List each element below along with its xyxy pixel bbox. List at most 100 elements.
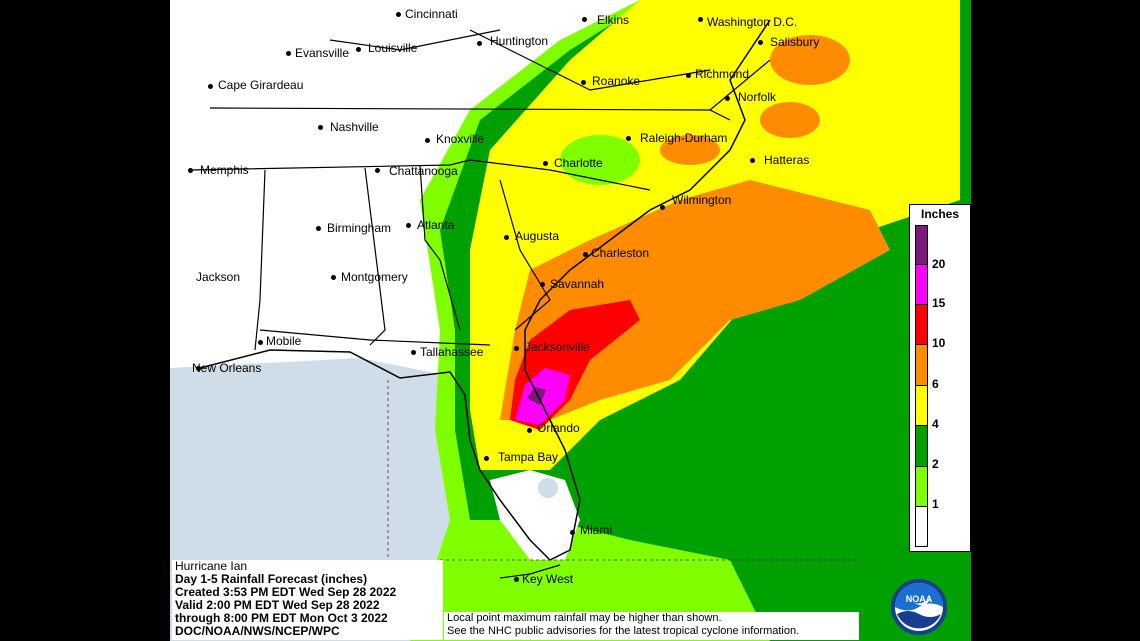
rain-zone-20in: [527, 387, 546, 405]
city-dot: [540, 282, 545, 287]
city-dot: [258, 340, 263, 345]
rainfall-legend: Inches 20 15 10 6 4 2 1: [909, 204, 971, 552]
city-label-orlando: Orlando: [537, 421, 580, 435]
marine-boundary: [387, 380, 860, 561]
city-label-elkins: Elkins: [597, 13, 630, 27]
city-label-memphis: Memphis: [200, 163, 249, 177]
legend-value-4: 4: [932, 417, 939, 431]
map-canvas: [170, 0, 971, 641]
city-label-tallahassee: Tallahassee: [420, 345, 484, 359]
city-dot: [750, 158, 755, 163]
city-dot: [318, 125, 323, 130]
city-dot: [582, 17, 587, 22]
rain-zone-6in: [500, 180, 890, 420]
city-label-salisbury: Salisbury: [770, 35, 820, 49]
city-dot: [356, 47, 361, 52]
legend-swatch-15: [915, 264, 928, 305]
city-label-washington: Washington D.C.: [707, 15, 798, 29]
city-dot: [411, 350, 416, 355]
rainfall-map: Cincinnati Elkins Washington D.C. Salisb…: [170, 0, 971, 641]
city-label-jackson: Jackson: [196, 270, 241, 284]
legend-value-2: 2: [932, 457, 939, 471]
city-label-atlanta: Atlanta: [417, 218, 455, 232]
city-dot: [543, 161, 548, 166]
city-dot: [331, 275, 336, 280]
city-dot: [396, 12, 401, 17]
city-dot: [484, 456, 489, 461]
legend-swatch-0: [915, 506, 928, 547]
city-label-hatteras: Hatteras: [764, 153, 810, 167]
disclaimer-line-2: See the NHC public advisories for the la…: [447, 625, 800, 637]
city-dot: [504, 235, 509, 240]
city-dot: [581, 80, 586, 85]
valid-to: through 8:00 PM EDT Mon Oct 3 2022: [175, 611, 388, 625]
city-dot: [514, 346, 519, 351]
city-label-charlotte: Charlotte: [554, 156, 603, 170]
storm-name: Hurricane Ian: [175, 559, 248, 573]
city-label-mobile: Mobile: [266, 334, 302, 348]
svg-text:NOAA: NOAA: [906, 594, 933, 604]
created-time: Created 3:53 PM EDT Wed Sep 28 2022: [175, 585, 397, 599]
legend-value-6: 6: [932, 377, 939, 391]
legend-swatch-20: [915, 225, 928, 265]
city-label-miami: Miami: [580, 523, 612, 537]
legend-value-20: 20: [932, 257, 946, 271]
legend-value-1: 1: [932, 497, 939, 511]
product-name: Day 1-5 Rainfall Forecast (inches): [175, 572, 368, 586]
city-label-raleigh-durham: Raleigh-Durham: [640, 131, 728, 145]
city-dot: [375, 168, 380, 173]
legend-value-15: 15: [932, 296, 946, 310]
city-dot: [527, 428, 532, 433]
city-label-charleston: Charleston: [591, 246, 650, 260]
no-rain-area-south-florida: [490, 470, 580, 560]
credit-line: DOC/NOAA/NWS/NCEP/WPC: [175, 624, 340, 638]
city-dot: [626, 136, 631, 141]
city-dot: [316, 226, 321, 231]
city-label-birmingham: Birmingham: [327, 221, 392, 235]
city-dot: [188, 168, 193, 173]
legend-swatch-6: [915, 344, 928, 386]
city-label-wilmington: Wilmington: [672, 193, 732, 207]
keys-chain: [499, 564, 561, 579]
city-label-cape-girardeau: Cape Girardeau: [218, 78, 304, 92]
city-dot: [758, 40, 763, 45]
city-dot: [725, 96, 730, 101]
city-dot: [583, 252, 588, 257]
city-label-new-orleans: New Orleans: [192, 361, 262, 375]
city-dot: [286, 51, 291, 56]
legend-title: Inches: [920, 207, 959, 221]
city-label-cincinnati: Cincinnati: [405, 7, 458, 21]
city-dot: [425, 138, 430, 143]
city-label-knoxville: Knoxville: [436, 132, 485, 146]
city-dot: [686, 73, 691, 78]
city-label-savannah: Savannah: [550, 277, 605, 291]
state-boundaries: [189, 29, 771, 351]
city-label-louisville: Louisville: [368, 41, 418, 55]
legend-swatch-2: [915, 425, 928, 467]
city-label-norfolk: Norfolk: [738, 90, 777, 104]
city-label-huntington: Huntington: [490, 34, 549, 48]
city-label-richmond: Richmond: [695, 67, 750, 81]
noaa-logo-icon: NOAA: [891, 579, 947, 635]
city-dot: [196, 366, 201, 371]
city-dot: [208, 84, 213, 89]
city-label-key-west: Key West: [522, 572, 574, 586]
city-label-augusta: Augusta: [515, 229, 560, 243]
forecast-info-box: Hurricane Ian Day 1-5 Rainfall Forecast …: [172, 560, 443, 640]
legend-swatch-1: [915, 466, 928, 507]
coastline: [199, 19, 771, 561]
city-dot: [477, 41, 482, 46]
legend-swatch-10: [915, 304, 928, 345]
legend-swatch-4: [915, 385, 928, 426]
valid-from: Valid 2:00 PM EDT Wed Sep 28 2022: [175, 598, 380, 612]
legend-value-10: 10: [932, 336, 946, 350]
city-dot: [406, 223, 411, 228]
city-dot: [660, 205, 665, 210]
city-dot: [570, 530, 575, 535]
city-label-roanoke: Roanoke: [592, 74, 641, 88]
city-label-tampa-bay: Tampa Bay: [498, 450, 559, 464]
city-label-chattanooga: Chattanooga: [389, 164, 458, 178]
disclaimer-box: Local point maximum rainfall may be high…: [444, 612, 859, 640]
city-dot: [514, 577, 519, 582]
city-dot: [698, 17, 703, 22]
